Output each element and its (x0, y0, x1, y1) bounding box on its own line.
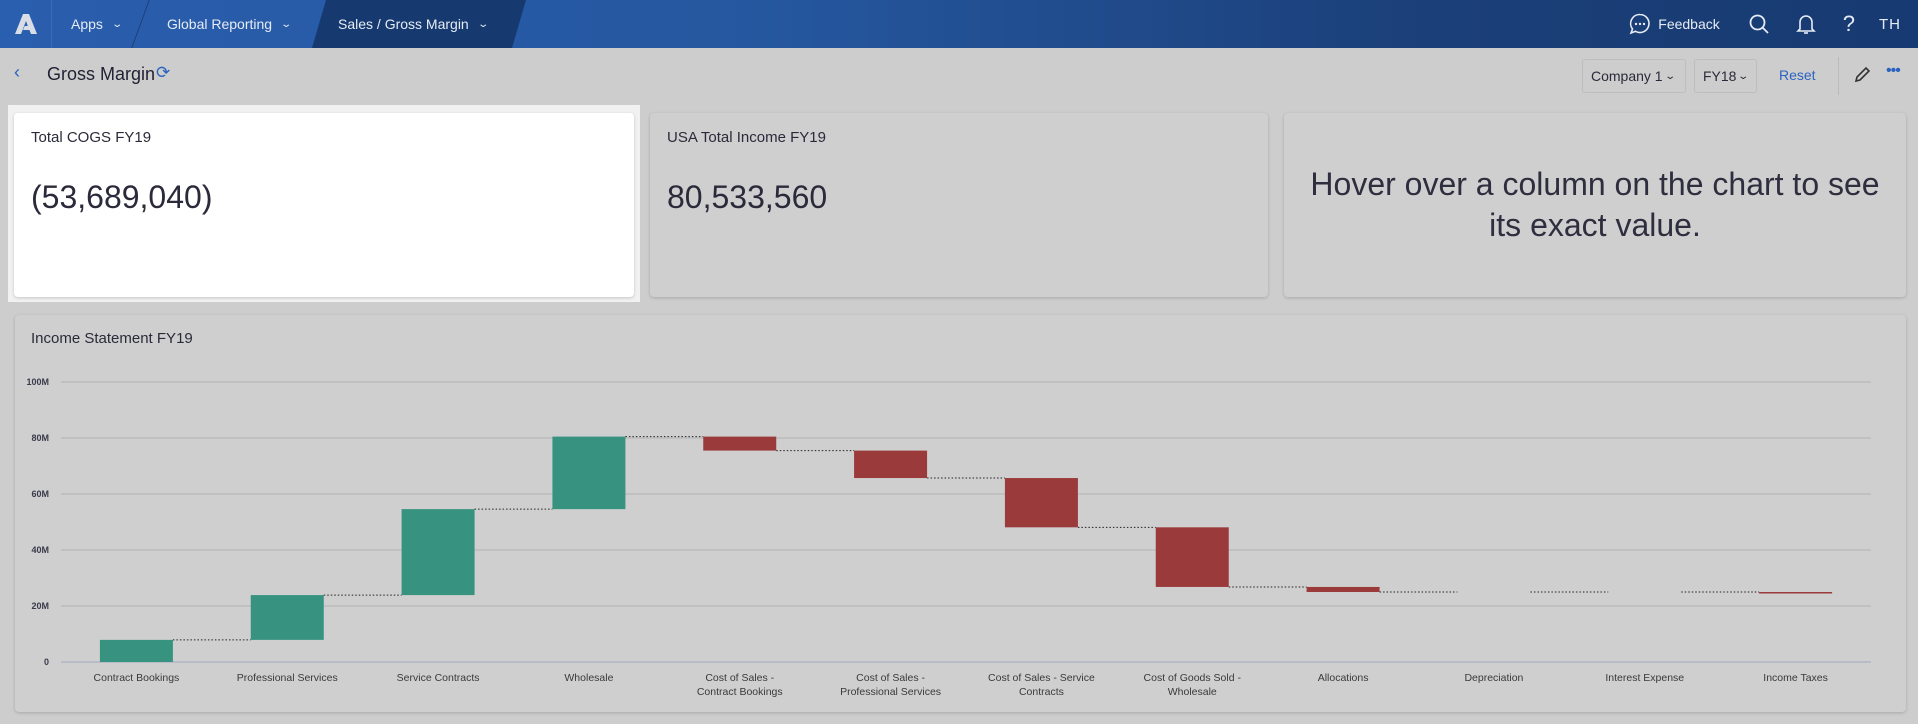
logo-icon (14, 14, 37, 34)
x-tick-label: Professional Services (237, 672, 338, 684)
chat-bubble-icon (1629, 13, 1651, 35)
x-tick-label: Income Taxes (1763, 672, 1828, 684)
help-icon[interactable]: ? (1842, 11, 1855, 36)
chevron-down-icon: ⌄ (1663, 70, 1676, 82)
pencil-icon[interactable] (1853, 66, 1871, 84)
x-tick-label: Contract Bookings (94, 672, 180, 684)
toolbar-divider (1838, 57, 1839, 95)
nav-apps-label: Apps (71, 16, 103, 32)
x-tick-label: Wholesale (564, 672, 613, 684)
chevron-down-icon: ⌄ (1737, 70, 1750, 82)
card-label: Total COGS FY19 (31, 129, 152, 146)
x-tick-label: Depreciation (1464, 672, 1523, 684)
top-nav-bar: Apps ⌄ Global Reporting ⌄ Sales / Gross Ma… (0, 0, 1918, 48)
page-header: ‹ Gross Margin ⟳ (0, 48, 1918, 102)
y-tick-label: 40M (31, 545, 49, 555)
waterfall-bar (854, 450, 928, 479)
reset-button[interactable]: Reset (1779, 67, 1816, 83)
usa-total-income-card[interactable]: USA Total Income FY19 80,533,560 (650, 113, 1268, 297)
search-icon[interactable] (1748, 13, 1770, 35)
year-select-value: FY18 (1703, 68, 1737, 84)
x-tick-label: Cost of Sales -Contract Bookings (697, 672, 783, 698)
chevron-down-icon: ⌄ (111, 18, 123, 30)
waterfall-bar (1759, 592, 1833, 594)
x-tick-label: Cost of Sales - Service Contracts (988, 672, 1095, 698)
more-options-icon[interactable]: ••• (1886, 62, 1901, 79)
waterfall-bar (99, 639, 173, 662)
feedback-label: Feedback (1658, 16, 1720, 32)
y-tick-label: 100M (26, 377, 49, 387)
nav-active-segment (312, 0, 526, 48)
bell-icon[interactable] (1795, 13, 1817, 35)
year-select[interactable]: FY18 ⌄ (1694, 59, 1757, 93)
nav-global-reporting[interactable]: Global Reporting ⌄ (167, 0, 293, 48)
nav-apps[interactable]: Apps ⌄ (71, 0, 123, 48)
card-value: (53,689,040) (31, 179, 213, 215)
company-select[interactable]: Company 1 ⌄ (1582, 59, 1686, 93)
y-tick-label: 60M (31, 489, 49, 499)
back-icon[interactable]: ‹ (14, 62, 20, 82)
waterfall-chart: 0 20M 40M 60M 80M 100M Contract Bookings Profes… (26, 377, 1871, 698)
chart-title: Income Statement FY19 (31, 330, 193, 347)
chevron-down-icon: ⌄ (477, 18, 489, 30)
feedback-button[interactable]: Feedback (1629, 13, 1720, 35)
company-select-value: Company 1 (1591, 68, 1663, 84)
y-tick-label: 0 (44, 657, 49, 667)
waterfall-bar (1155, 527, 1229, 587)
y-tick-label: 20M (31, 601, 49, 611)
nav-sales-gross-margin-label: Sales / Gross Margin (338, 16, 469, 32)
x-tick-label: Cost of Goods Sold -Wholesale (1144, 672, 1242, 698)
card-label: USA Total Income FY19 (667, 129, 826, 146)
chevron-down-icon: ⌄ (280, 18, 293, 30)
waterfall-bar (552, 436, 626, 510)
hover-hint-text: Hover over a column on the chart to see … (1310, 166, 1880, 243)
waterfall-bar (703, 436, 777, 451)
nav-divider (131, 0, 150, 48)
page-title: Gross Margin (47, 64, 156, 84)
x-tick-label: Cost of Sales -Professional Services (840, 672, 941, 698)
card-value: 80,533,560 (667, 179, 828, 215)
nav-global-reporting-label: Global Reporting (167, 16, 273, 32)
y-tick-label: 80M (31, 433, 49, 443)
x-tick-label: Interest Expense (1605, 672, 1684, 684)
x-tick-label: Service Contracts (397, 672, 480, 684)
total-cogs-card[interactable]: Total COGS FY19 (53,689,040) (14, 113, 634, 297)
waterfall-bar (401, 509, 475, 596)
hover-hint-card: Hover over a column on the chart to see … (1284, 113, 1906, 297)
waterfall-bar (1004, 478, 1078, 528)
refresh-icon[interactable]: ⟳ (156, 63, 171, 82)
user-avatar[interactable]: TH (1879, 15, 1901, 33)
waterfall-bar (1306, 586, 1380, 592)
nav-sales-gross-margin[interactable]: Sales / Gross Margin ⌄ (338, 0, 489, 48)
x-tick-label: Allocations (1318, 672, 1369, 684)
app-logo[interactable] (0, 0, 52, 48)
waterfall-bar (250, 595, 324, 640)
income-statement-chart-card: Income Statement FY19 0 20M 40M 60M 80M 100M C… (15, 315, 1906, 712)
